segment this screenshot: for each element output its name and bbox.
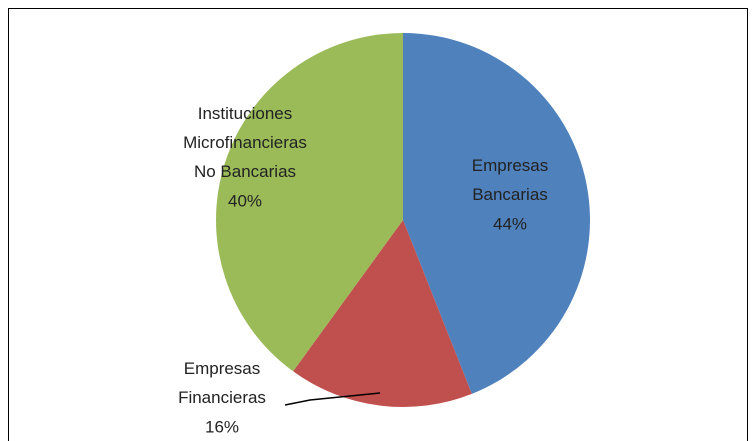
slice-value-label: 44% — [493, 214, 527, 233]
leader-line — [284, 392, 381, 406]
pie-slice — [216, 33, 403, 372]
slice-label: Instituciones Microfinancieras No Bancaria… — [183, 104, 307, 181]
slice-value-label: 40% — [228, 191, 262, 210]
slice-label: Empresas Financieras — [178, 359, 266, 407]
pie-slice — [403, 33, 590, 394]
pie-slice — [293, 220, 472, 407]
slice-value-label: 16% — [205, 417, 239, 436]
slice-label: Empresas Bancarias — [472, 156, 549, 204]
